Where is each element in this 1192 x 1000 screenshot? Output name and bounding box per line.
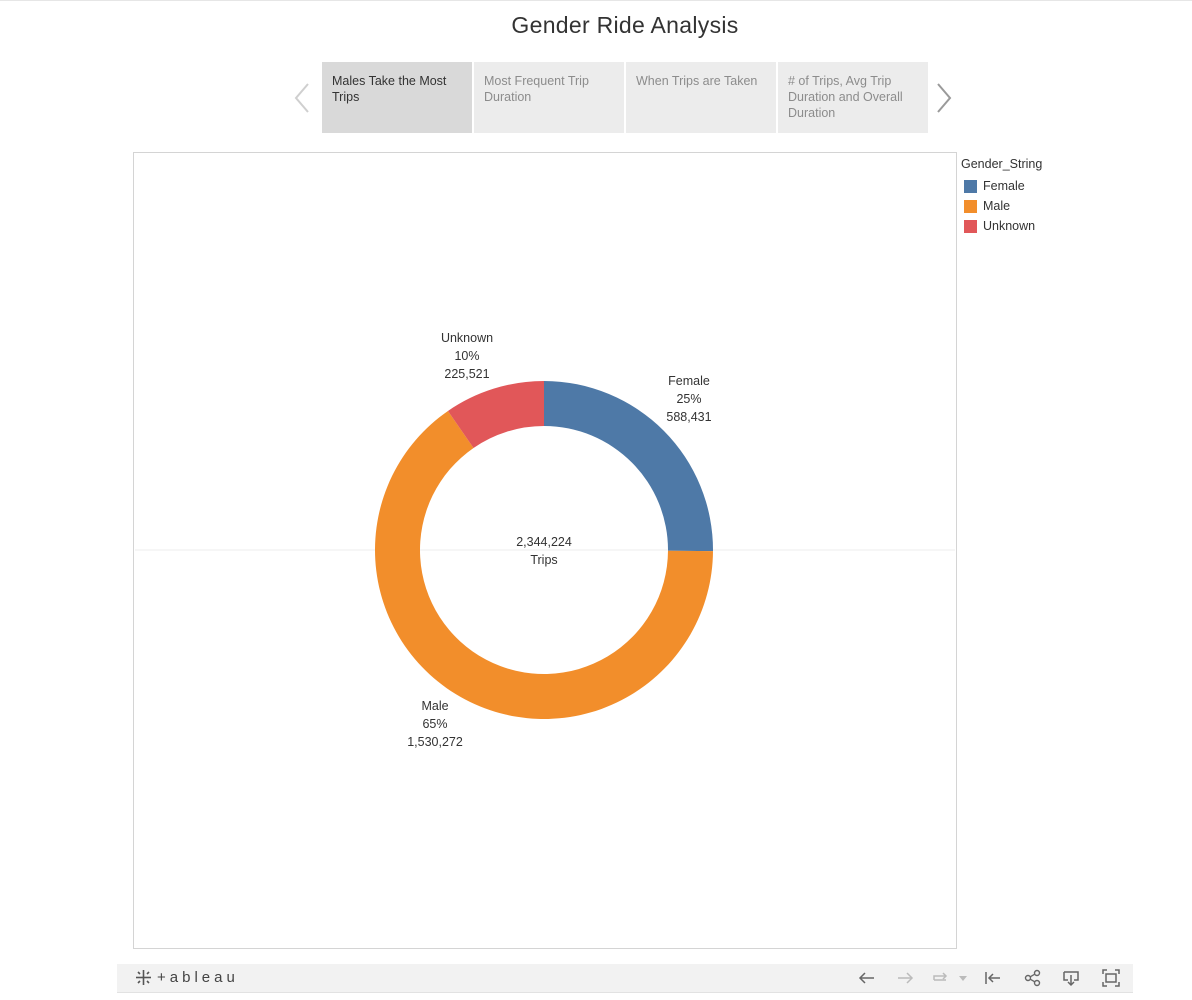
next-story-point-button[interactable] [932, 80, 956, 116]
revert-icon [933, 972, 948, 981]
center-unit-label: Trips [530, 553, 557, 567]
share-icon [1024, 969, 1041, 987]
center-total-label: 2,344,224 [516, 535, 572, 549]
download-icon [1063, 971, 1079, 987]
legend-item-female[interactable]: Female [964, 176, 1042, 196]
donut-chart-panel: Female 25% 588,431 Male 65% 1,530,272 Unknown 1… [133, 152, 957, 949]
tableau-logo-icon [136, 970, 151, 985]
story-point-4[interactable]: # of Trips, Avg Trip Duration and Overal… [778, 62, 928, 133]
legend-item-label: Unknown [983, 219, 1036, 233]
slice-label-female-percent-label: 25% [676, 392, 701, 406]
slice-label-male-value-label: 1,530,272 [407, 735, 463, 749]
donut-slice-male[interactable] [375, 410, 713, 719]
chevron-right-icon [937, 83, 952, 113]
legend-item-label: Male [983, 199, 1011, 213]
slice-label-male-percent-label: 65% [422, 717, 447, 731]
undo-icon [858, 972, 874, 984]
legend-swatch [964, 199, 977, 213]
donut-chart: Female 25% 588,431 Male 65% 1,530,272 Unknown 1… [135, 331, 955, 749]
slice-label-unknown-name: Unknown [441, 331, 493, 345]
revert-options-dropdown[interactable] [957, 968, 969, 988]
tableau-brand[interactable]: +ableau [135, 969, 239, 986]
story-point-3[interactable]: When Trips are Taken [626, 62, 776, 133]
legend-item-male[interactable]: Male [964, 196, 1042, 216]
story-point-1[interactable]: Males Take the Most Trips [322, 62, 472, 133]
dashboard-title: Gender Ride Analysis [511, 12, 739, 38]
undo-button[interactable] [857, 968, 877, 988]
story-point-label: # of Trips, Avg Trip Duration and Overal… [788, 74, 903, 120]
fullscreen-icon [1102, 969, 1120, 987]
slice-label-female-name: Female [668, 374, 710, 388]
slice-label-female-value-label: 588,431 [666, 410, 711, 424]
tableau-wordmark: +ableau [157, 969, 239, 986]
tableau-toolbar: +ableau [117, 964, 1133, 993]
revert-button[interactable] [931, 968, 951, 988]
fullscreen-button[interactable] [1101, 968, 1121, 988]
redo-button[interactable] [895, 968, 915, 988]
download-button[interactable] [1061, 968, 1081, 988]
reset-button[interactable] [983, 968, 1003, 988]
legend-swatch [964, 219, 977, 233]
story-point-label: Males Take the Most Trips [332, 74, 447, 104]
dropdown-caret-icon [959, 976, 967, 981]
story-point-label: Most Frequent Trip Duration [484, 74, 589, 104]
legend-swatch [964, 179, 977, 193]
top-rule [0, 0, 1192, 1]
donut-slice-female[interactable] [544, 381, 713, 552]
legend-item-unknown[interactable]: Unknown [964, 216, 1042, 236]
redo-icon [898, 972, 914, 984]
reset-icon [985, 972, 1000, 984]
legend-title: Gender_String [961, 157, 1043, 171]
share-button[interactable] [1023, 968, 1043, 988]
legend-item-label: Female [983, 179, 1025, 193]
story-point-label: When Trips are Taken [636, 74, 758, 88]
chevron-left-icon [294, 83, 309, 113]
slice-label-male-name: Male [421, 699, 448, 713]
slice-label-unknown-value-label: 225,521 [444, 367, 489, 381]
story-point-2[interactable]: Most Frequent Trip Duration [474, 62, 624, 133]
color-legend: Gender_String Female Male Unknown [961, 157, 1042, 236]
donut-slice-unknown[interactable] [447, 381, 544, 448]
slice-label-unknown-percent-label: 10% [454, 349, 479, 363]
previous-story-point-button[interactable] [290, 80, 314, 116]
